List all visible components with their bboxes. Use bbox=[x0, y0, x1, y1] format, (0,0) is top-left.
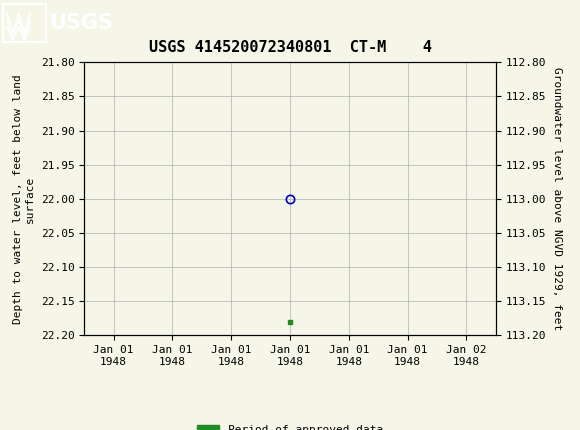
Text: USGS: USGS bbox=[49, 12, 113, 33]
Bar bbox=[3, 3, 46, 42]
Y-axis label: Depth to water level, feet below land
surface: Depth to water level, feet below land su… bbox=[13, 74, 35, 324]
Y-axis label: Groundwater level above NGVD 1929, feet: Groundwater level above NGVD 1929, feet bbox=[552, 67, 561, 331]
Text: USGS 414520072340801  CT-M    4: USGS 414520072340801 CT-M 4 bbox=[148, 40, 432, 55]
Legend: Period of approved data: Period of approved data bbox=[193, 420, 387, 430]
